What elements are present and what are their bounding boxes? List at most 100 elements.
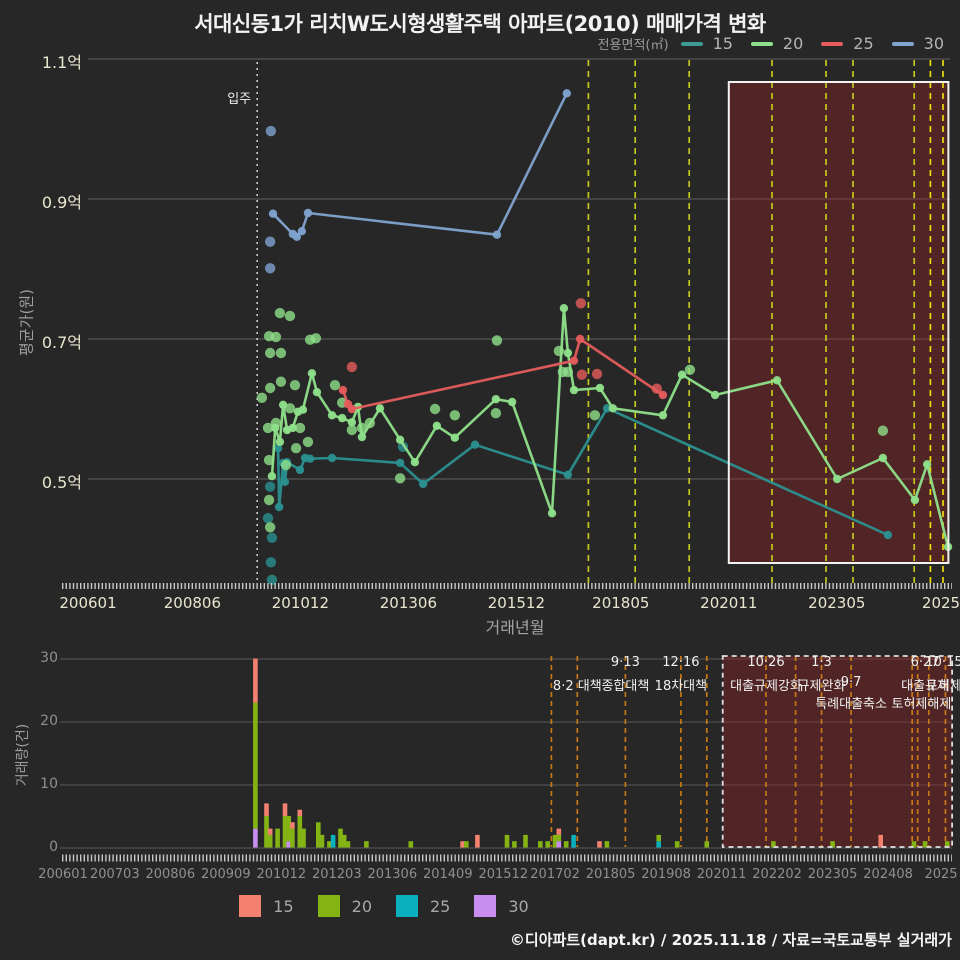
y-tick-price: 0.7억 [41, 333, 82, 352]
x-tick-volume: 200601 [38, 867, 88, 882]
line-dot-20 [275, 437, 285, 447]
volume-bar-20 [945, 841, 950, 848]
legend-line-swatch-15 [680, 41, 703, 46]
policy-annotation: 규제완화 [797, 679, 846, 694]
scatter-dot-20 [310, 333, 322, 344]
volume-bar-25 [330, 834, 336, 848]
scatter-dot-15 [264, 481, 276, 492]
line-dot-15 [395, 458, 405, 468]
line-dot-20 [288, 423, 298, 433]
legend-top-item-25: 25 [853, 34, 874, 53]
line-dot-25 [569, 356, 579, 365]
x-tick-volume: 2025 [924, 867, 958, 882]
volume-bar-30 [286, 841, 291, 848]
highlight-region-border-volume [721, 655, 954, 848]
volume-bar-25 [656, 841, 661, 848]
policy-annotation: 대출규제강화 [730, 679, 802, 694]
legend-bottom-item-20: 20 [351, 896, 372, 916]
legend-top-item-20: 20 [782, 34, 804, 53]
volume-bar-20 [830, 841, 835, 848]
policy-annotation: 특례대출축소 [815, 697, 887, 712]
x-tick-volume: 202408 [863, 867, 913, 882]
line-dot-30 [562, 89, 571, 98]
line-dot-15 [883, 530, 893, 540]
line-dot-15 [563, 470, 573, 479]
scatter-dot-20 [262, 422, 274, 434]
scatter-dot-20 [270, 331, 282, 343]
volume-bar-20 [408, 841, 414, 848]
footer-credit: ©디아파트(dapt.kr) / 2025.11.18 / 자료=국토교통부 실… [509, 931, 952, 949]
x-tick-volume: 201012 [256, 867, 307, 882]
x-tick-volume: 201702 [530, 867, 580, 882]
legend-bar-swatch-30 [474, 895, 497, 917]
x-tick-main: 201805 [592, 594, 650, 612]
x-tick-main: 200601 [59, 594, 117, 612]
volume-bar-20 [604, 841, 610, 848]
x-tick-volume: 200703 [89, 867, 140, 882]
scatter-dot-20 [284, 403, 296, 414]
move-in-annotation: 입주 [227, 92, 252, 107]
scatter-dot-30 [264, 263, 276, 274]
price-line-30 [271, 92, 569, 239]
scatter-dot-30 [265, 125, 277, 137]
line-dot-15 [280, 477, 290, 486]
scatter-dot-20 [589, 410, 601, 421]
volume-bar-15 [264, 803, 269, 816]
volume-bar-20 [267, 834, 273, 848]
volume-bar-30 [253, 828, 258, 848]
line-dot-20 [563, 348, 573, 358]
line-dot-15 [418, 479, 428, 489]
scatter-dot-20 [274, 307, 286, 319]
legend-line-swatch-25 [821, 41, 844, 46]
y-tick-price: 1.1억 [41, 53, 82, 72]
volume-bar-20 [338, 828, 343, 848]
scatter-dot-20 [302, 436, 314, 448]
scatter-dot-25 [346, 361, 358, 373]
x-tick-main: 2025 [921, 594, 960, 612]
line-dot-20 [298, 405, 308, 414]
volume-bar-20 [319, 834, 325, 848]
line-dot-15 [602, 404, 612, 413]
x-tick-main: 202305 [808, 594, 866, 612]
policy-annotation: 10·15 [925, 655, 960, 670]
line-dot-30 [297, 227, 307, 236]
line-dot-20 [595, 383, 605, 393]
y-tick-volume: 30 [40, 650, 58, 666]
line-dot-30 [268, 209, 278, 218]
legend-bottom-item-15: 15 [273, 896, 294, 916]
scatter-dot-20 [364, 417, 376, 429]
volume-bar-30 [556, 841, 562, 848]
volume-bar-20 [523, 834, 528, 848]
line-dot-30 [303, 208, 313, 218]
scatter-dot-15 [266, 532, 278, 543]
volume-bar-15 [597, 841, 602, 848]
scatter-dot-20 [562, 366, 574, 378]
x-tick-volume: 201512 [478, 867, 529, 882]
line-dot-20 [395, 435, 405, 444]
volume-bar-20 [316, 822, 321, 848]
volume-bar-20 [345, 841, 351, 848]
volume-bar-25 [571, 834, 576, 848]
volume-bar-20 [290, 828, 295, 848]
scatter-dot-30 [264, 236, 276, 247]
x-tick-volume: 201805 [585, 867, 636, 882]
scatter-dot-20 [394, 473, 406, 484]
x-tick-volume: 201908 [641, 867, 691, 882]
line-dot-20 [677, 370, 687, 379]
line-dot-20 [878, 453, 888, 463]
scatter-dot-20 [490, 408, 502, 419]
scatter-dot-25 [591, 368, 603, 380]
volume-bar-15 [475, 834, 480, 848]
line-dot-20 [569, 385, 579, 395]
line-dot-20 [357, 432, 367, 442]
line-dot-30 [492, 230, 502, 239]
volume-bar-20 [253, 702, 258, 829]
volume-bar-20 [282, 816, 288, 848]
volume-bar-15 [282, 803, 288, 816]
x-tick-volume: 202011 [696, 867, 747, 882]
price-line-25 [341, 337, 665, 411]
volume-bar-20 [704, 841, 710, 848]
scatter-dot-20 [877, 425, 889, 436]
